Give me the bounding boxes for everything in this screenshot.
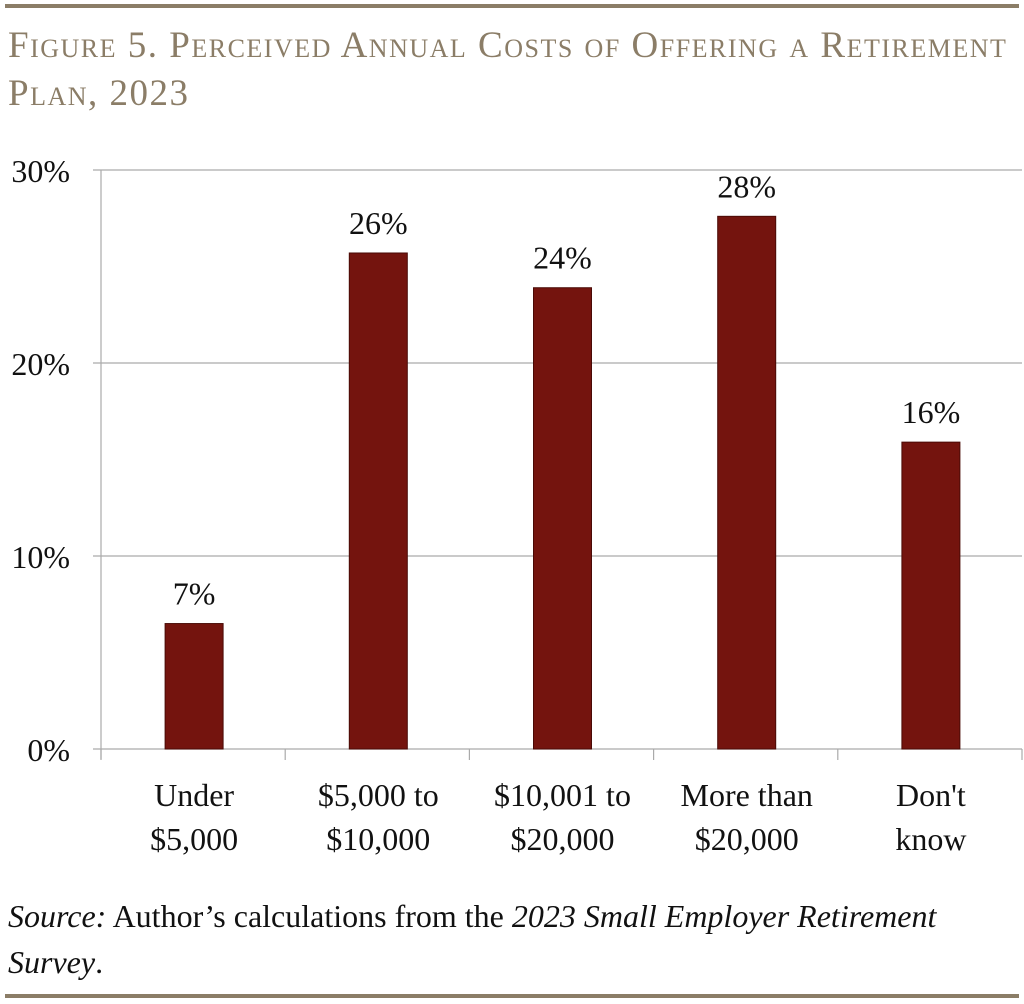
bottom-rule bbox=[5, 994, 1019, 998]
source-survey-name: 2023 Small Employer Retirement Survey bbox=[8, 898, 937, 980]
x-tick-label: $10,001 to bbox=[494, 777, 631, 813]
y-tick-label: 20% bbox=[11, 346, 70, 382]
x-tick-label: More than bbox=[680, 777, 812, 813]
data-label: 24% bbox=[533, 240, 592, 276]
source-end: . bbox=[95, 944, 104, 980]
x-tick-label: $5,000 bbox=[150, 821, 238, 857]
top-rule bbox=[5, 4, 1019, 8]
chart-title: Figure 5. Perceived Annual Costs of Offe… bbox=[8, 25, 1008, 114]
y-tick-label: 0% bbox=[27, 732, 70, 768]
x-tick-label: $10,000 bbox=[326, 821, 430, 857]
data-label: 26% bbox=[349, 205, 408, 241]
data-label: 16% bbox=[902, 394, 961, 430]
bar bbox=[348, 252, 408, 750]
source-note: Source: Author’s calculations from the 2… bbox=[8, 893, 1018, 985]
y-tick-label: 10% bbox=[11, 539, 70, 575]
x-tick-label: know bbox=[895, 821, 966, 857]
x-tick-label: $20,000 bbox=[511, 821, 615, 857]
x-tick-label: Don't bbox=[896, 777, 966, 813]
source-label: Source: bbox=[8, 898, 107, 934]
bar bbox=[164, 623, 224, 750]
bar bbox=[901, 441, 961, 750]
source-text: Author’s calculations from the bbox=[106, 898, 512, 934]
x-tick-label: Under bbox=[154, 777, 234, 813]
bar bbox=[717, 215, 777, 750]
data-label: 28% bbox=[717, 168, 776, 204]
y-tick-label: 30% bbox=[11, 153, 70, 189]
bar bbox=[533, 287, 592, 750]
data-label: 7% bbox=[173, 576, 216, 612]
bar-chart: 0% 10% 20% 30% 7% Under $5,000 26% $5,000 to $10,… bbox=[11, 153, 1023, 857]
x-tick-label: $5,000 to bbox=[318, 777, 439, 813]
x-tick-label: $20,000 bbox=[695, 821, 799, 857]
